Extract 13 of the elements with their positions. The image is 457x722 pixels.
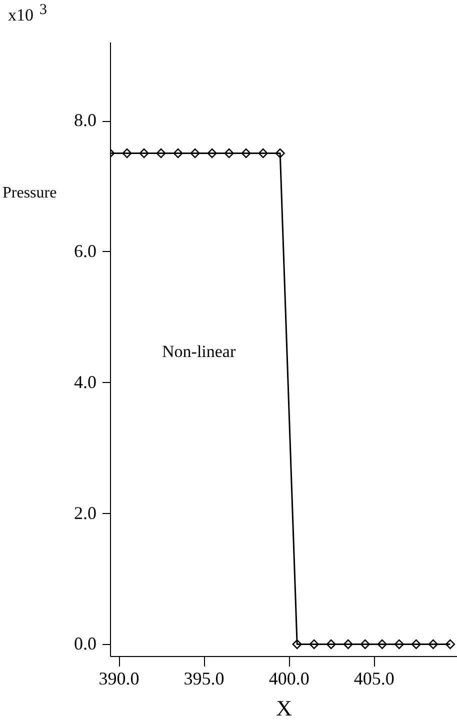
x-tick-label: 405.0 [354,668,394,688]
y-tick-label: 8.0 [74,110,96,130]
y-tick-label: 6.0 [74,240,96,261]
annotation: Non-linear [162,342,236,361]
y-tick-label: 2.0 [74,502,96,523]
text: x10$^{3}$ [8,2,47,26]
x-tick-label: 400.0 [268,668,310,688]
x-axis-title: X [276,696,292,720]
y-tick-label: 4.0 [74,372,96,392]
x-tick-label: 390.0 [98,668,140,688]
x-tick-label: 395.0 [184,668,224,688]
y-axis-title: Pressure [2,184,57,202]
y-tick-label: 0.0 [74,634,96,654]
